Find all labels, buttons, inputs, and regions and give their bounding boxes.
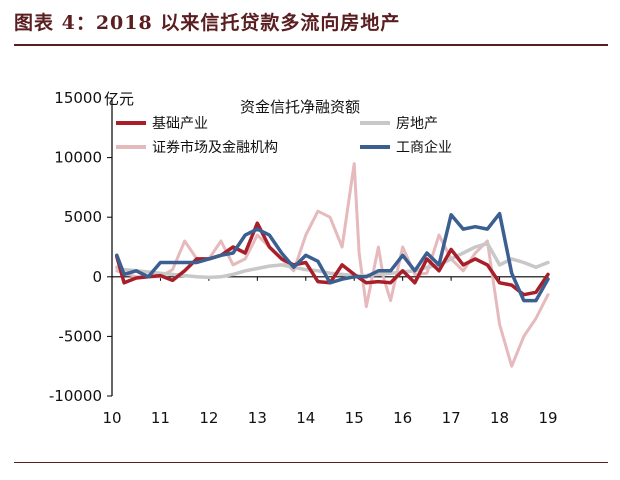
bottom-divider	[14, 462, 608, 463]
series-line-证券市场及金融机构	[115, 162, 550, 368]
legend-label-工商企业: 工商企业	[396, 139, 452, 156]
y-tick-label: 10000	[54, 149, 102, 167]
y-tick-label: -5000	[58, 327, 102, 345]
x-tick-label: 19	[538, 409, 557, 427]
series-line-房地产	[115, 241, 550, 280]
x-tick-label: 17	[442, 409, 461, 427]
x-tick-label: 12	[199, 409, 218, 427]
y-tick-label: -10000	[49, 387, 102, 405]
x-tick-label: 14	[296, 409, 315, 427]
y-tick-label: 5000	[64, 208, 102, 226]
figure-title: 图表 4：2018 以来信托贷款多流向房地产	[14, 12, 401, 34]
y-tick-label: 15000	[54, 89, 102, 107]
x-tick-label: 16	[393, 409, 412, 427]
x-tick-label: 15	[345, 409, 364, 427]
legend-label-证券市场及金融机构: 证券市场及金融机构	[152, 139, 278, 156]
series-line-基础产业	[115, 221, 550, 297]
x-tick-label: 10	[102, 409, 121, 427]
chart-title: 资金信托净融资额	[240, 98, 360, 116]
x-tick-label: 11	[151, 409, 170, 427]
title-divider	[14, 44, 608, 46]
series-line-工商企业	[115, 211, 550, 303]
y-axis-unit: 亿元	[104, 90, 134, 108]
legend-label-基础产业: 基础产业	[152, 115, 208, 132]
y-tick-label: 0	[92, 268, 102, 286]
x-tick-label: 13	[248, 409, 267, 427]
x-tick-label: 18	[490, 409, 509, 427]
legend-label-房地产: 房地产	[396, 116, 438, 132]
